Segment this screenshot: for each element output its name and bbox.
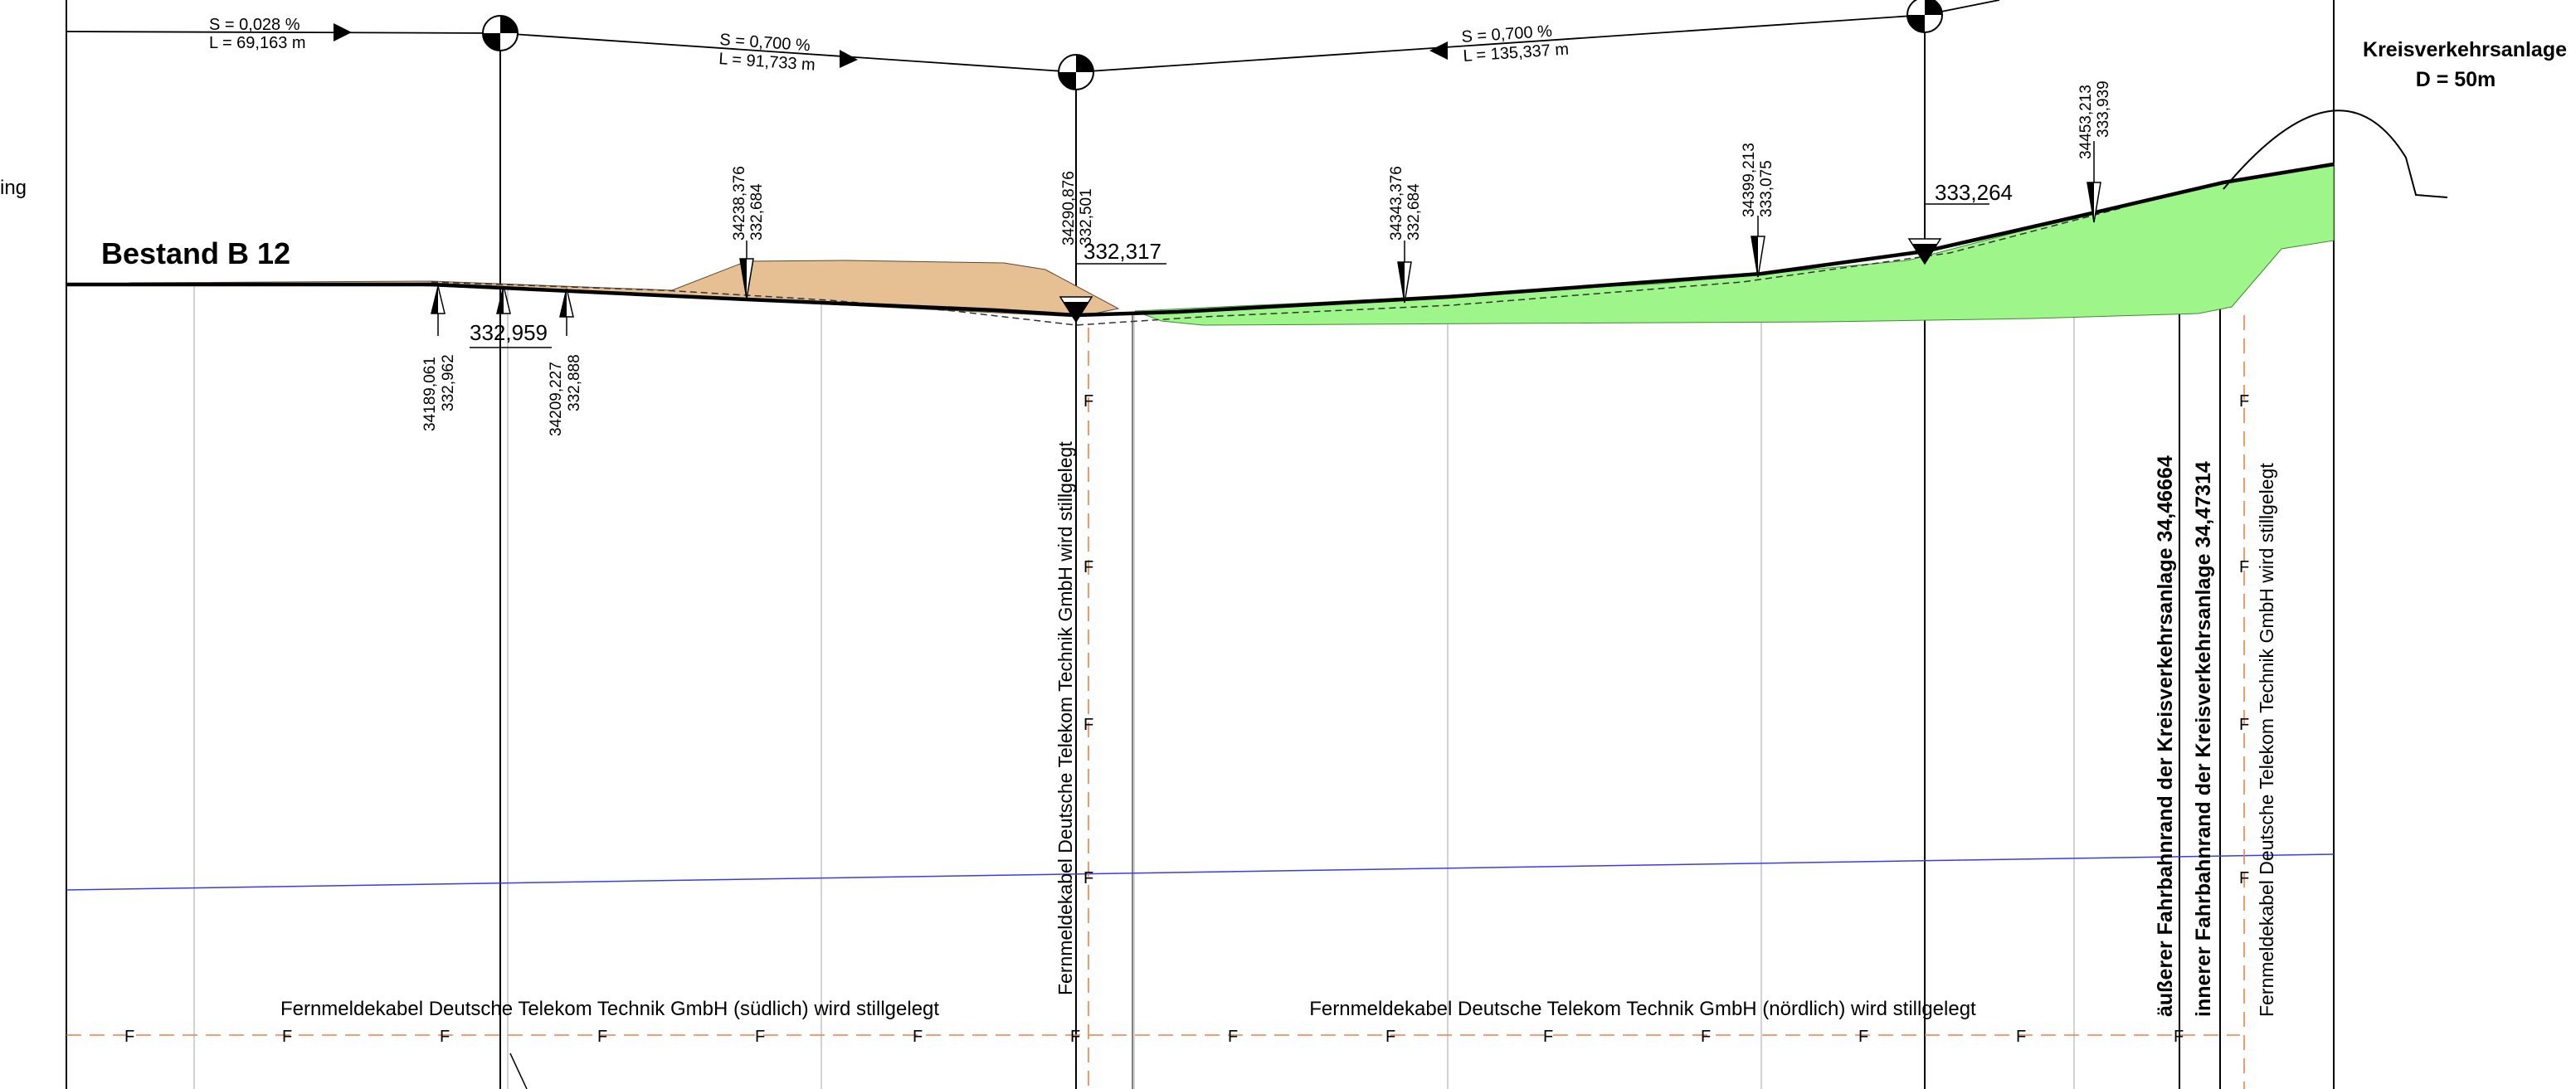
- cable-marker: F: [1543, 1028, 1553, 1046]
- roundabout-arc: [2223, 109, 2448, 198]
- height-box-2: 332,317: [1075, 239, 1166, 265]
- point-6-elevation: 333,075: [1758, 160, 1775, 217]
- cable-lines: [66, 315, 2245, 1089]
- cable-marker: F: [1083, 869, 1093, 887]
- point-3-elevation: 332,684: [748, 183, 766, 241]
- point-7-elevation: 333,939: [2095, 80, 2112, 138]
- cable-marker: F: [913, 1028, 923, 1046]
- cable-marker: F: [2239, 716, 2249, 734]
- fill-area: [1134, 163, 2335, 326]
- cable-marker: F: [2174, 1028, 2184, 1046]
- bestand-title: Bestand B 12: [101, 236, 290, 270]
- roundabout-title: Kreisverkehrsanlage: [2363, 38, 2567, 61]
- gradient-arrow-3: [1429, 41, 1448, 60]
- point-2-station: 34209,227: [548, 362, 565, 436]
- point-7-station: 34453,213: [2077, 85, 2095, 159]
- point-5-station: 34343,376: [1388, 166, 1405, 241]
- point-marker-2: [496, 285, 511, 314]
- point-marker-1: 34189,061 332,962: [421, 285, 457, 431]
- drawing-label: 333,264: [1935, 180, 2013, 205]
- point-marker-6: 34343,376 332,684: [1388, 166, 1423, 304]
- cable-marker: F: [440, 1028, 450, 1046]
- outer-edge-label: äußerer Fahrbahnrand der Kreisverkehrsan…: [2154, 455, 2177, 1017]
- roundabout-diameter: D = 50m: [2416, 68, 2496, 91]
- height-box-1: 332,959: [470, 320, 552, 348]
- point-marker-9: 34453,213 333,939: [2077, 80, 2112, 223]
- cable-marker: F: [2239, 392, 2249, 411]
- cable-marker: F: [2239, 558, 2249, 576]
- cable-marker: F: [1385, 1028, 1395, 1046]
- inner-edge-label: innerer Fahrbahnrand der Kreisverkehrsan…: [2192, 461, 2215, 1017]
- frame-lines: [66, 0, 2335, 1089]
- pipe-line: [509, 1053, 528, 1089]
- cable-label-north: Fernmeldekabel Deutsche Telekom Technik …: [1309, 998, 1976, 1020]
- gradient-1-s: S = 0,028 %: [209, 16, 300, 34]
- cable-label-vertical-1: Fernmeldekabel Deutsche Telekom Technik …: [1054, 441, 1076, 995]
- gradient-arrow-1: [334, 23, 352, 41]
- point-1-station: 34189,061: [421, 357, 439, 431]
- cable-marker: F: [1701, 1028, 1711, 1046]
- cable-marker-group: F F F F F F F F F F F F F F F F F F F F …: [124, 392, 2249, 1046]
- point-2-elevation: 332,888: [566, 354, 583, 411]
- pvi-symbol-3: [1906, 0, 1943, 33]
- cable-label-south: Fernmeldekabel Deutsche Telekom Technik …: [280, 998, 939, 1020]
- design-grade-line: [66, 162, 2335, 318]
- cable-marker: F: [282, 1028, 292, 1046]
- left-cut-text: ing: [0, 177, 27, 199]
- station-grid: [193, 224, 2075, 1089]
- cable-marker: F: [1083, 716, 1093, 734]
- gradient-1-l: L = 69,163 m: [209, 34, 306, 52]
- cable-marker: F: [1083, 558, 1093, 576]
- point-6-station: 34399,213: [1741, 143, 1758, 217]
- point-5-elevation: 332,684: [1405, 183, 1423, 241]
- cable-marker: F: [2016, 1028, 2026, 1046]
- water-level-line: [66, 853, 2335, 891]
- cable-marker: F: [1858, 1028, 1868, 1046]
- cable-marker: F: [597, 1028, 607, 1046]
- cable-label-vertical-2: Fernmeldekabel Deutsche Telekom Technik …: [2256, 463, 2277, 1017]
- cable-marker: F: [124, 1028, 134, 1046]
- point-1-elevation: 332,962: [440, 354, 457, 411]
- cable-marker: F: [1070, 1028, 1080, 1046]
- cable-marker: F: [1228, 1028, 1238, 1046]
- pvi-symbol-1: [482, 15, 519, 51]
- point-marker-4: 34238,376 332,684: [731, 166, 766, 299]
- height-box-3: 333,264: [1925, 180, 2013, 205]
- point-marker-3: 34209,227 332,888: [548, 288, 583, 436]
- pvi-symbol-2: [1058, 54, 1094, 90]
- point-marker-5: 34290,876 332,501: [1059, 171, 1095, 323]
- cable-marker: F: [1083, 392, 1093, 411]
- point-marker-8: [1907, 238, 1942, 265]
- cable-marker: F: [755, 1028, 765, 1046]
- drawing-label: 332,317: [1083, 239, 1161, 264]
- drawing-label: 332,959: [470, 320, 548, 345]
- cable-marker: F: [2239, 869, 2249, 887]
- vertical-alignment-line: [66, 0, 2000, 73]
- point-marker-7: 34399,213 333,075: [1741, 143, 1775, 278]
- point-4-elevation: 332,501: [1078, 188, 1095, 246]
- point-4-station: 34290,876: [1060, 171, 1078, 246]
- point-3-station: 34238,376: [731, 166, 748, 241]
- gradient-arrow-2: [840, 50, 858, 68]
